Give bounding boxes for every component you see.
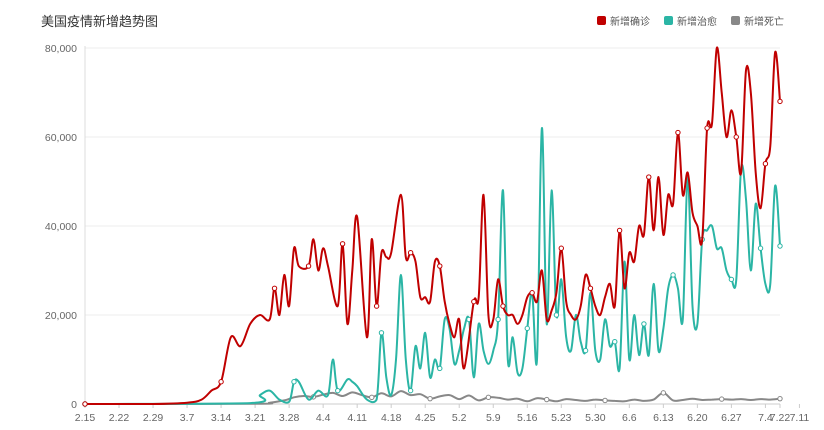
confirmed-point (437, 263, 443, 269)
deaths-point (427, 395, 433, 402)
x-tick-label: 7.22 (770, 412, 791, 424)
x-tick-label: 6.20 (687, 412, 708, 424)
x-tick-label: 4.11 (347, 412, 367, 424)
recovered-point (335, 387, 341, 394)
recovered-point (670, 272, 676, 278)
confirmed-point (558, 245, 564, 251)
x-tick-label: 3.14 (211, 412, 232, 424)
x-tick-label: 5.2 (452, 412, 467, 424)
confirmed-point (777, 98, 783, 105)
x-tick-label: 4.25 (415, 412, 436, 424)
series-recovered-line (84, 127, 781, 405)
y-tick-label: 80,000 (45, 43, 77, 55)
legend-label-confirmed: 新增确诊 (610, 17, 650, 28)
x-tick-label: 5.30 (585, 412, 606, 424)
recovered-point (291, 379, 297, 385)
x-tick-label: 2.15 (75, 412, 96, 424)
confirmed-point (500, 303, 506, 309)
deaths-point (777, 395, 783, 402)
confirmed-point (339, 241, 346, 247)
y-tick-label: 40,000 (45, 221, 77, 233)
x-tick-label: 3.21 (245, 412, 266, 424)
recovered-point (612, 339, 618, 345)
recovered-point (641, 321, 647, 327)
series-deaths-line (84, 390, 781, 405)
x-tick-label: 6.13 (653, 412, 674, 424)
confirmed-point (407, 250, 414, 256)
x-tick-label: 7.4 (758, 412, 773, 424)
recovered-point (777, 243, 783, 249)
y-tick-label: 0 (71, 399, 77, 411)
recovered-point (378, 330, 385, 336)
confirmed-point (373, 303, 380, 309)
x-tick-label: 6.27 (721, 412, 742, 424)
confirmed-point (218, 379, 224, 385)
legend-item-confirmed[interactable]: 新增确诊 (597, 13, 650, 28)
x-tick-label: 2.22 (109, 412, 130, 424)
recovered-point (524, 325, 530, 332)
legend-swatch-deaths (731, 16, 740, 25)
x-tick-label: 6.6 (622, 412, 637, 424)
deaths-point (485, 394, 492, 401)
deaths-point (660, 390, 667, 396)
recovered-point (407, 387, 414, 394)
chart-title: 美国疫情新增趋势图 (41, 14, 159, 29)
x-tick-label: 3.28 (279, 412, 300, 424)
legend-swatch-confirmed (597, 16, 606, 25)
confirmed-point (762, 161, 769, 167)
legend-item-recovered[interactable]: 新增治愈 (664, 13, 717, 28)
recovered-point (728, 276, 735, 283)
confirmed-point (305, 263, 312, 269)
x-tick-label: 5.9 (486, 412, 501, 424)
y-tick-label: 60,000 (45, 132, 77, 144)
x-tick-label: 5.16 (517, 412, 538, 424)
confirmed-point (675, 129, 681, 136)
recovered-point (495, 316, 501, 323)
confirmed-point (471, 298, 477, 305)
legend-label-recovered: 新增治愈 (677, 17, 717, 28)
deaths-point (602, 397, 608, 404)
x-tick-label: 5.23 (551, 412, 572, 424)
x-tick-label: 4.18 (381, 412, 402, 424)
recovered-point (757, 245, 764, 251)
legend-label-deaths: 新增死亡 (744, 17, 784, 28)
recovered-point (553, 312, 560, 318)
confirmed-point (271, 285, 278, 291)
y-tick-label: 20,000 (45, 310, 77, 322)
deaths-point (718, 396, 725, 402)
x-tick-label: 2.29 (143, 412, 164, 424)
legend: 新增确诊 新增治愈 新增死亡 (597, 13, 784, 28)
recovered-point (437, 365, 443, 372)
confirmed-point (529, 290, 535, 296)
confirmed-point (646, 174, 652, 180)
legend-item-deaths[interactable]: 新增死亡 (731, 13, 784, 28)
deaths-point (369, 394, 375, 401)
legend-swatch-recovered (664, 16, 673, 25)
confirmed-point (82, 401, 88, 407)
confirmed-point (616, 227, 623, 234)
confirmed-point (733, 134, 739, 140)
series-confirmed-line (84, 46, 781, 405)
deaths-point (544, 396, 550, 403)
recovered-point (582, 347, 589, 354)
confirmed-point (704, 125, 710, 131)
x-tick-label: 3.7 (180, 412, 195, 424)
confirmed-point (587, 285, 594, 291)
x-tick-label: 4.4 (316, 412, 331, 424)
x-tick-label: 7.11 (790, 412, 810, 424)
